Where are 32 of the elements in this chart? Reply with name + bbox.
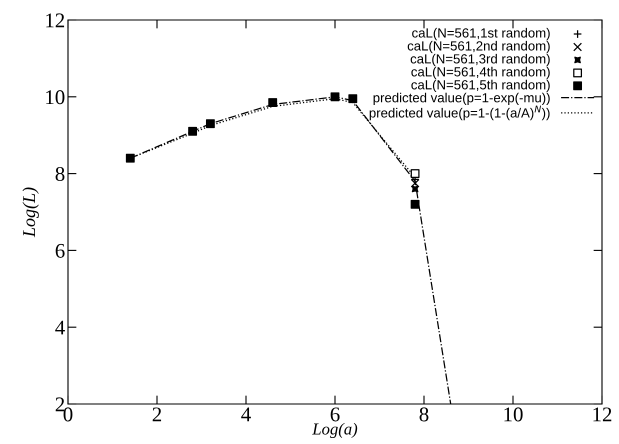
legend-label: caL(N=561,3rd random) [410,54,550,66]
point [126,154,135,163]
x-axis-title: Log(a) [312,422,358,438]
y-axis-title: Log(L) [22,187,39,238]
legend-label: caL(N=561,1st random) [412,28,550,40]
point [206,119,215,128]
x-tick-label: 0 [64,407,72,422]
point [348,94,358,104]
x-tick-label: 6 [330,407,340,422]
point [410,178,420,188]
point [412,186,418,192]
y-tick-label: 10 [46,90,64,104]
y-tick-label: 12 [46,13,64,28]
point [410,169,420,178]
legend-label: predicted value(p=1-(1-(a/A)$^{N}$)) [370,106,550,120]
x-tick-label: 12 [593,407,612,422]
legend-label: predicted value(p=1-exp(-mu)) [374,92,550,106]
point [188,126,198,136]
y-tick-label: 8 [56,166,64,182]
y-tick-label: 6 [56,244,65,258]
y-tick-label: 4 [55,320,65,334]
x-tick-label: 10 [504,407,523,422]
legend-label: caL(N=561,2nd random) [408,40,550,54]
x-tick-label: 8 [420,407,428,422]
point [410,200,420,209]
y-tick-label: 2 [56,397,64,412]
legend-label: caL(N=561,4th random) [411,66,550,80]
point [268,98,278,107]
point [330,92,340,102]
x-tick-label: 2 [152,407,162,422]
x-tick-label: 4 [241,408,251,422]
legend-label: caL(N=561,5th random) [411,80,550,92]
